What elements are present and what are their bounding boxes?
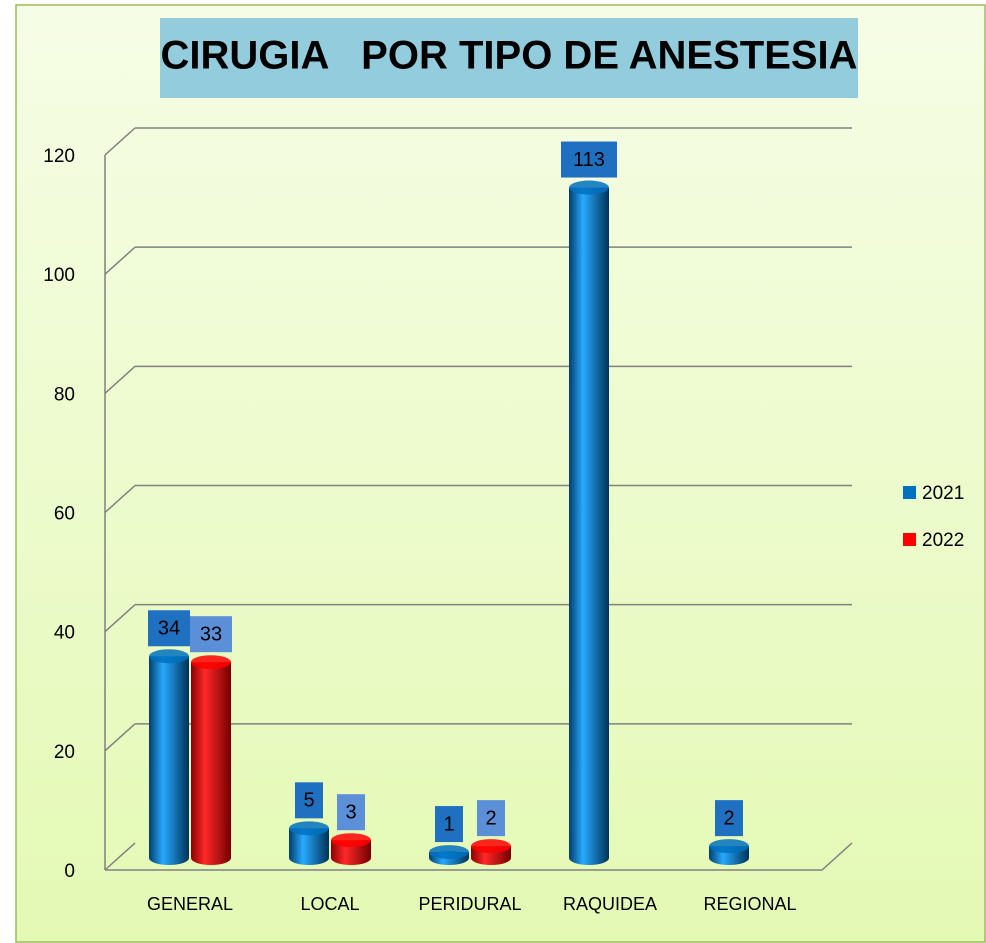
title-box: [160, 18, 858, 98]
bar-cap: [569, 180, 609, 195]
bar: [569, 187, 609, 859]
bar-cap: [429, 845, 469, 860]
bar-cap: [709, 839, 749, 854]
value-label-box: [715, 800, 743, 837]
value-label: 2: [723, 807, 734, 829]
grid-line: [104, 127, 136, 156]
bar-cap: [331, 833, 371, 848]
value-label-box: [190, 616, 232, 653]
y-tick-label: 0: [64, 861, 75, 882]
value-label: 113: [573, 149, 605, 171]
value-label-box: [477, 800, 505, 837]
bar: [149, 656, 189, 858]
value-label: 5: [303, 790, 314, 812]
legend-label: 2022: [922, 530, 964, 551]
legend-swatch: [903, 486, 916, 499]
value-label: 33: [200, 623, 222, 645]
bar-cap: [191, 655, 231, 670]
legend-label: 2021: [922, 483, 964, 504]
grid-line: [104, 842, 136, 871]
bar-cap: [289, 821, 329, 836]
grid-line: [104, 246, 136, 275]
value-label-box: [295, 782, 323, 819]
y-tick-label: 120: [43, 146, 75, 167]
value-label: 34: [158, 618, 180, 640]
legend-swatch: [903, 533, 916, 546]
grid-line: [104, 365, 136, 394]
value-label-box: [148, 610, 190, 647]
y-tick-label: 60: [54, 504, 75, 525]
x-tick-label: RAQUIDEA: [563, 894, 657, 914]
y-tick-label: 20: [54, 742, 75, 763]
value-label-box: [435, 806, 463, 843]
value-label: 1: [443, 813, 454, 835]
y-tick-label: 100: [43, 265, 75, 286]
y-tick-label: 80: [54, 384, 75, 405]
floor: [105, 842, 853, 871]
grid-line: [104, 604, 136, 633]
value-label: 3: [345, 801, 356, 823]
chart-title: CIRUGIA POR TIPO DE ANESTESIA: [160, 34, 857, 78]
x-tick-label: LOCAL: [300, 894, 359, 914]
x-tick-label: PERIDURAL: [418, 894, 521, 914]
bar: [191, 662, 231, 858]
bar-cap: [471, 839, 511, 854]
x-tick-label: REGIONAL: [703, 894, 796, 914]
grid-line: [104, 723, 136, 752]
grid-line: [104, 484, 136, 514]
value-label-box: [561, 141, 617, 178]
value-label: 2: [485, 807, 496, 829]
x-tick-label: GENERAL: [147, 894, 233, 914]
bar-cap: [149, 649, 189, 664]
y-tick-label: 40: [54, 623, 75, 644]
value-label-box: [337, 794, 365, 831]
